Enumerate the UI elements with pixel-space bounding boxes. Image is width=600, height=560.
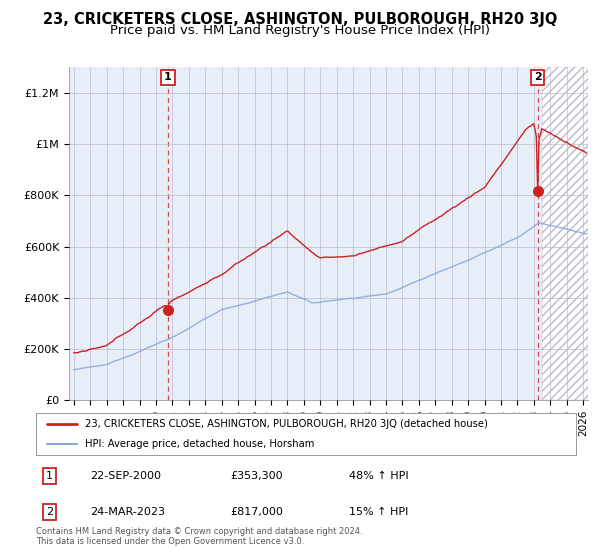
Text: 48% ↑ HPI: 48% ↑ HPI: [349, 471, 409, 481]
Text: 15% ↑ HPI: 15% ↑ HPI: [349, 507, 409, 517]
Bar: [542, 67, 588, 400]
Text: 22-SEP-2000: 22-SEP-2000: [90, 471, 161, 481]
Text: £817,000: £817,000: [230, 507, 283, 517]
Text: HPI: Average price, detached house, Horsham: HPI: Average price, detached house, Hors…: [85, 439, 314, 449]
Text: Contains HM Land Registry data © Crown copyright and database right 2024.
This d: Contains HM Land Registry data © Crown c…: [36, 526, 362, 546]
Text: 23, CRICKETERS CLOSE, ASHINGTON, PULBOROUGH, RH20 3JQ: 23, CRICKETERS CLOSE, ASHINGTON, PULBORO…: [43, 12, 557, 27]
Text: £353,300: £353,300: [230, 471, 283, 481]
Text: 1: 1: [164, 72, 172, 82]
Text: 1: 1: [46, 471, 53, 481]
Text: Price paid vs. HM Land Registry's House Price Index (HPI): Price paid vs. HM Land Registry's House …: [110, 24, 490, 37]
Text: 23, CRICKETERS CLOSE, ASHINGTON, PULBOROUGH, RH20 3JQ (detached house): 23, CRICKETERS CLOSE, ASHINGTON, PULBORO…: [85, 419, 487, 430]
Text: 2: 2: [534, 72, 541, 82]
Text: 24-MAR-2023: 24-MAR-2023: [90, 507, 165, 517]
Text: 2: 2: [46, 507, 53, 517]
